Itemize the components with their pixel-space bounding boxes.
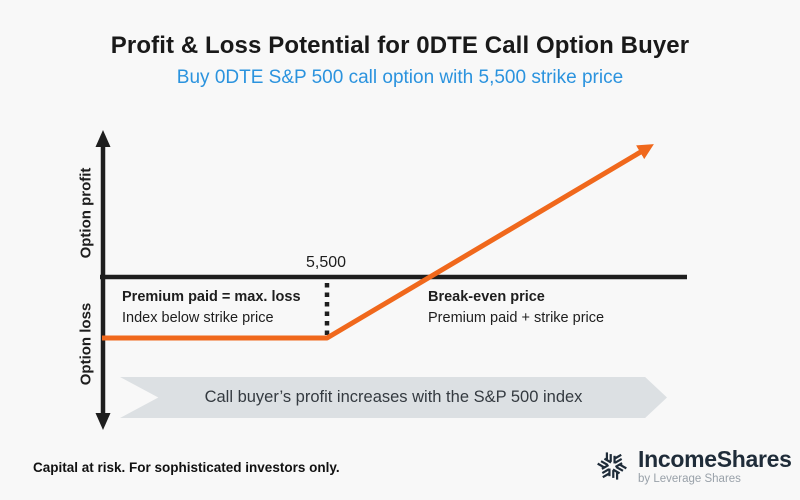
logo-byline: by Leverage Shares [638,473,741,485]
profit-direction-banner-text: Call buyer’s profit increases with the S… [204,388,583,406]
max-loss-annotation: Premium paid = max. loss Index below str… [122,287,301,329]
profit-direction-banner: Call buyer’s profit increases with the S… [120,377,667,418]
payoff-line [102,144,654,341]
logo-text-block: IncomeShares by Leverage Shares [638,447,792,485]
break-even-annotation-title: Break-even price [428,289,545,305]
page-title: Profit & Loss Potential for 0DTE Call Op… [110,32,690,59]
y-axis-arrow-down-icon [95,413,111,430]
y-axis-label-loss: Option loss [77,302,95,386]
y-axis-label-profit: Option profit [77,167,95,259]
break-even-annotation: Break-even price Premium paid + strike p… [428,287,604,329]
strike-price-tick: 5,500 [305,254,347,271]
incomeshares-logo: IncomeShares by Leverage Shares [595,447,792,485]
break-even-annotation-subtitle: Premium paid + strike price [428,310,605,326]
logo-name: IncomeShares [638,446,792,472]
incomeshares-logo-icon [596,452,628,481]
risk-disclaimer: Capital at risk. For sophisticated inves… [33,460,340,475]
max-loss-annotation-title: Premium paid = max. loss [122,289,301,305]
max-loss-annotation-subtitle: Index below strike price [122,310,274,326]
y-axis-arrow-up-icon [95,130,111,147]
page-subtitle: Buy 0DTE S&P 500 call option with 5,500 … [176,67,624,88]
